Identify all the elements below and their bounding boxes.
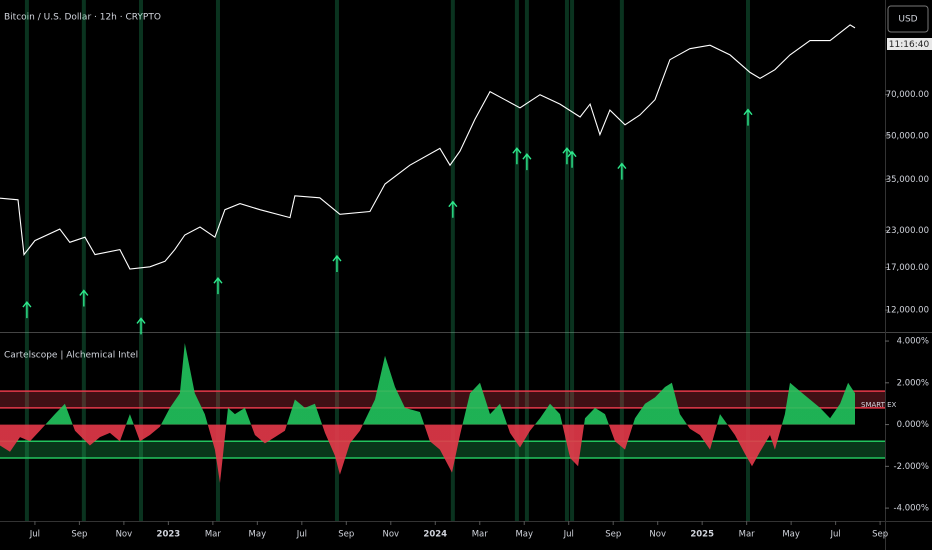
x-tick-label: Sep (338, 530, 354, 540)
y-tick-label: -2.000% (894, 462, 929, 472)
x-tick-label: 2024 (423, 530, 447, 540)
signal-arrow (79, 289, 89, 307)
signal-line (745, 0, 750, 521)
signal-line (24, 0, 29, 521)
signal-arrow (213, 277, 223, 295)
signal-arrow (567, 150, 577, 168)
y-tick-label: 17,000.00 (886, 263, 929, 273)
signal-arrow (136, 317, 146, 335)
x-tick-label: Mar (472, 530, 489, 540)
countdown: 11:16:40 (889, 40, 930, 50)
y-tick-label: 12,000.00 (886, 306, 929, 316)
signal-line (81, 0, 86, 521)
x-tick-label: 2025 (690, 530, 714, 540)
signal-line (619, 0, 624, 521)
x-tick-label: Jul (563, 530, 574, 540)
countdown-box (887, 38, 932, 50)
indicator-title: Cartelscope | Alchemical Intel (4, 351, 138, 361)
signal-line (215, 0, 220, 521)
signal-arrow (617, 162, 627, 180)
currency-button[interactable] (887, 5, 929, 33)
y-tick-label: 50,000.00 (886, 131, 929, 141)
x-tick-label: May (515, 530, 533, 540)
x-tick-label: Nov (649, 530, 666, 540)
signal-line (564, 0, 569, 521)
y-tick-label: 0.000% (897, 420, 929, 430)
x-tick-label: Sep (872, 530, 888, 540)
y-tick-label: 70,000.00 (886, 90, 929, 100)
signal-line (139, 0, 144, 521)
x-tick-label: Mar (205, 530, 222, 540)
signal-arrow (22, 300, 32, 319)
y-tick-label: -4.000% (894, 504, 929, 514)
x-tick-label: Jul (29, 530, 40, 540)
y-tick-label: 4.000% (897, 337, 929, 347)
band (0, 391, 885, 408)
y-tick-label: 35,000.00 (886, 175, 929, 185)
band-label: SMART EX (861, 401, 897, 409)
x-tick-label: Sep (605, 530, 621, 540)
x-tick-label: 2023 (157, 530, 181, 540)
signal-arrow (448, 200, 458, 218)
signal-arrow (562, 147, 572, 165)
signal-arrow (512, 147, 522, 165)
chart-title: Bitcoin / U.S. Dollar · 12h · CRYPTO (4, 13, 161, 23)
oscillator-area (0, 343, 855, 483)
signal-line (570, 0, 575, 521)
signal-line (524, 0, 529, 521)
signal-line (450, 0, 455, 521)
x-tick-label: May (782, 530, 800, 540)
x-tick-label: Jul (296, 530, 307, 540)
x-tick-label: Mar (739, 530, 756, 540)
x-tick-label: May (249, 530, 267, 540)
price-line (0, 24, 856, 270)
signal-arrow (743, 108, 753, 126)
x-tick-label: Nov (116, 530, 133, 540)
x-tick-label: Sep (71, 530, 87, 540)
currency-label[interactable]: USD (898, 15, 917, 25)
y-tick-label: 2.000% (897, 378, 929, 388)
signal-arrow (522, 153, 532, 171)
signal-line (514, 0, 519, 521)
x-tick-label: Nov (382, 530, 399, 540)
x-tick-label: Jul (829, 530, 840, 540)
signal-arrow (332, 254, 342, 273)
y-tick-label: 23,000.00 (886, 226, 929, 236)
